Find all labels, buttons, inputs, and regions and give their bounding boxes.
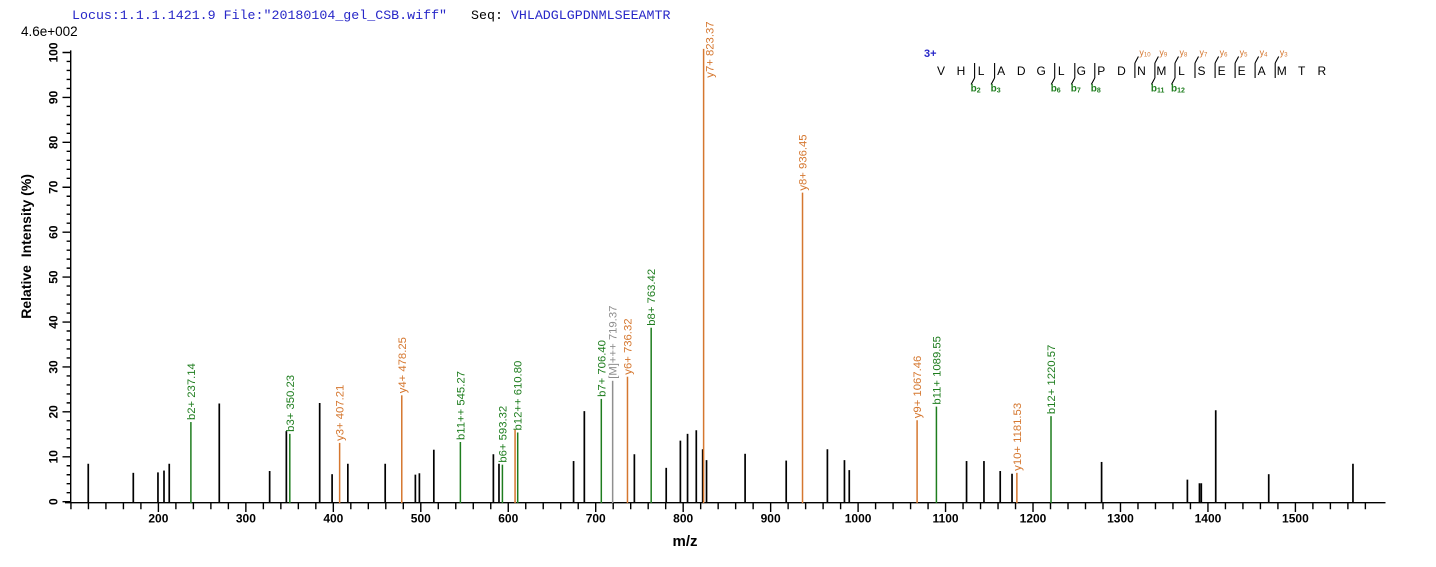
svg-text:[M]+++ 719.37: [M]+++ 719.37 <box>608 306 620 379</box>
svg-text:D: D <box>1017 64 1026 78</box>
svg-text:1100: 1100 <box>933 512 959 526</box>
svg-text:1300: 1300 <box>1107 512 1134 526</box>
svg-text:S: S <box>1197 64 1205 78</box>
svg-text:m/z: m/z <box>672 533 697 550</box>
svg-text:b6: b6 <box>1051 84 1061 95</box>
svg-text:A: A <box>1258 64 1266 78</box>
svg-text:A: A <box>997 64 1005 78</box>
svg-text:30: 30 <box>47 360 61 374</box>
svg-text:800: 800 <box>673 512 693 526</box>
svg-text:b11: b11 <box>1151 84 1165 95</box>
svg-text:80: 80 <box>47 135 61 149</box>
svg-text:300: 300 <box>236 512 256 526</box>
svg-text:b3+ 350.23: b3+ 350.23 <box>285 375 297 432</box>
svg-text:0: 0 <box>47 498 61 505</box>
svg-text:y7: y7 <box>1200 48 1209 59</box>
svg-text:b8+ 763.42: b8+ 763.42 <box>646 269 658 326</box>
svg-text:y6: y6 <box>1220 48 1229 59</box>
svg-text:VHLADGLGPDNMLSEEAMTR: VHLADGLGPDNMLSEEAMTR <box>511 8 671 23</box>
svg-text:90: 90 <box>47 90 61 104</box>
svg-text:20: 20 <box>47 405 61 419</box>
svg-text:b11+ 1089.55: b11+ 1089.55 <box>931 336 943 405</box>
svg-text:y4+ 478.25: y4+ 478.25 <box>397 337 409 393</box>
svg-text:400: 400 <box>323 512 343 526</box>
svg-text:100: 100 <box>47 42 61 62</box>
svg-text:y5: y5 <box>1240 48 1249 59</box>
svg-text:y10+ 1181.53: y10+ 1181.53 <box>1012 403 1024 471</box>
svg-text:G: G <box>1077 64 1086 78</box>
svg-text:y8: y8 <box>1180 48 1189 59</box>
svg-text:Locus:1.1.1.1421.9 File:"20180: Locus:1.1.1.1421.9 File:"20180104_gel_CS… <box>72 8 447 23</box>
svg-text:b12: b12 <box>1171 84 1185 95</box>
svg-text:1200: 1200 <box>1020 512 1047 526</box>
svg-text:b7: b7 <box>1071 84 1081 95</box>
svg-text:b2: b2 <box>971 84 981 95</box>
svg-text:1400: 1400 <box>1195 512 1222 526</box>
svg-text:1500: 1500 <box>1282 512 1309 526</box>
svg-text:b11++ 545.27: b11++ 545.27 <box>455 371 467 440</box>
svg-text:1000: 1000 <box>845 512 872 526</box>
svg-text:M: M <box>1277 64 1287 78</box>
svg-text:b6+ 593.32: b6+ 593.32 <box>497 406 509 463</box>
svg-text:60: 60 <box>47 225 61 239</box>
svg-text:L: L <box>978 64 985 78</box>
svg-text:y7+ 823.37: y7+ 823.37 <box>705 21 717 77</box>
svg-text:b7+ 706.40: b7+ 706.40 <box>596 340 608 397</box>
svg-text:b12+ 1220.57: b12+ 1220.57 <box>1046 345 1058 414</box>
svg-text:y10: y10 <box>1139 48 1151 59</box>
svg-text:D: D <box>1117 64 1126 78</box>
svg-text:y3+ 407.21: y3+ 407.21 <box>335 385 347 441</box>
svg-text:50: 50 <box>47 270 61 284</box>
svg-text:b8: b8 <box>1091 84 1101 95</box>
svg-text:L: L <box>1058 64 1065 78</box>
svg-text:200: 200 <box>148 512 168 526</box>
svg-text:y8+ 936.45: y8+ 936.45 <box>798 134 810 190</box>
svg-text:70: 70 <box>47 180 61 194</box>
svg-text:Relative Intensity (%): Relative Intensity (%) <box>18 174 34 319</box>
svg-text:900: 900 <box>761 512 781 526</box>
svg-text:y4: y4 <box>1260 48 1269 59</box>
svg-text:y9: y9 <box>1159 48 1168 59</box>
svg-text:R: R <box>1317 64 1326 78</box>
svg-text:b12++ 610.80: b12++ 610.80 <box>513 361 525 431</box>
svg-text:P: P <box>1097 64 1105 78</box>
svg-text:G: G <box>1037 64 1046 78</box>
svg-text:500: 500 <box>411 512 431 526</box>
svg-text:10: 10 <box>47 450 61 464</box>
svg-text:N: N <box>1137 64 1146 78</box>
svg-text:E: E <box>1238 64 1246 78</box>
svg-text:M: M <box>1156 64 1166 78</box>
svg-text:b2+ 237.14: b2+ 237.14 <box>186 363 198 420</box>
svg-text:y9+ 1067.46: y9+ 1067.46 <box>912 356 924 419</box>
svg-text:H: H <box>957 64 966 78</box>
svg-text:40: 40 <box>47 315 61 329</box>
svg-text:L: L <box>1178 64 1185 78</box>
svg-text:y3: y3 <box>1280 48 1289 59</box>
svg-text:Seq:: Seq: <box>471 8 503 23</box>
svg-text:700: 700 <box>586 512 606 526</box>
svg-text:b3: b3 <box>991 84 1001 95</box>
svg-text:E: E <box>1218 64 1226 78</box>
svg-text:T: T <box>1298 64 1306 78</box>
svg-text:600: 600 <box>498 512 518 526</box>
svg-text:3+: 3+ <box>924 48 937 60</box>
svg-text:y6+ 736.32: y6+ 736.32 <box>622 318 634 374</box>
svg-text:4.6e+002: 4.6e+002 <box>21 24 78 39</box>
svg-text:V: V <box>937 64 945 78</box>
